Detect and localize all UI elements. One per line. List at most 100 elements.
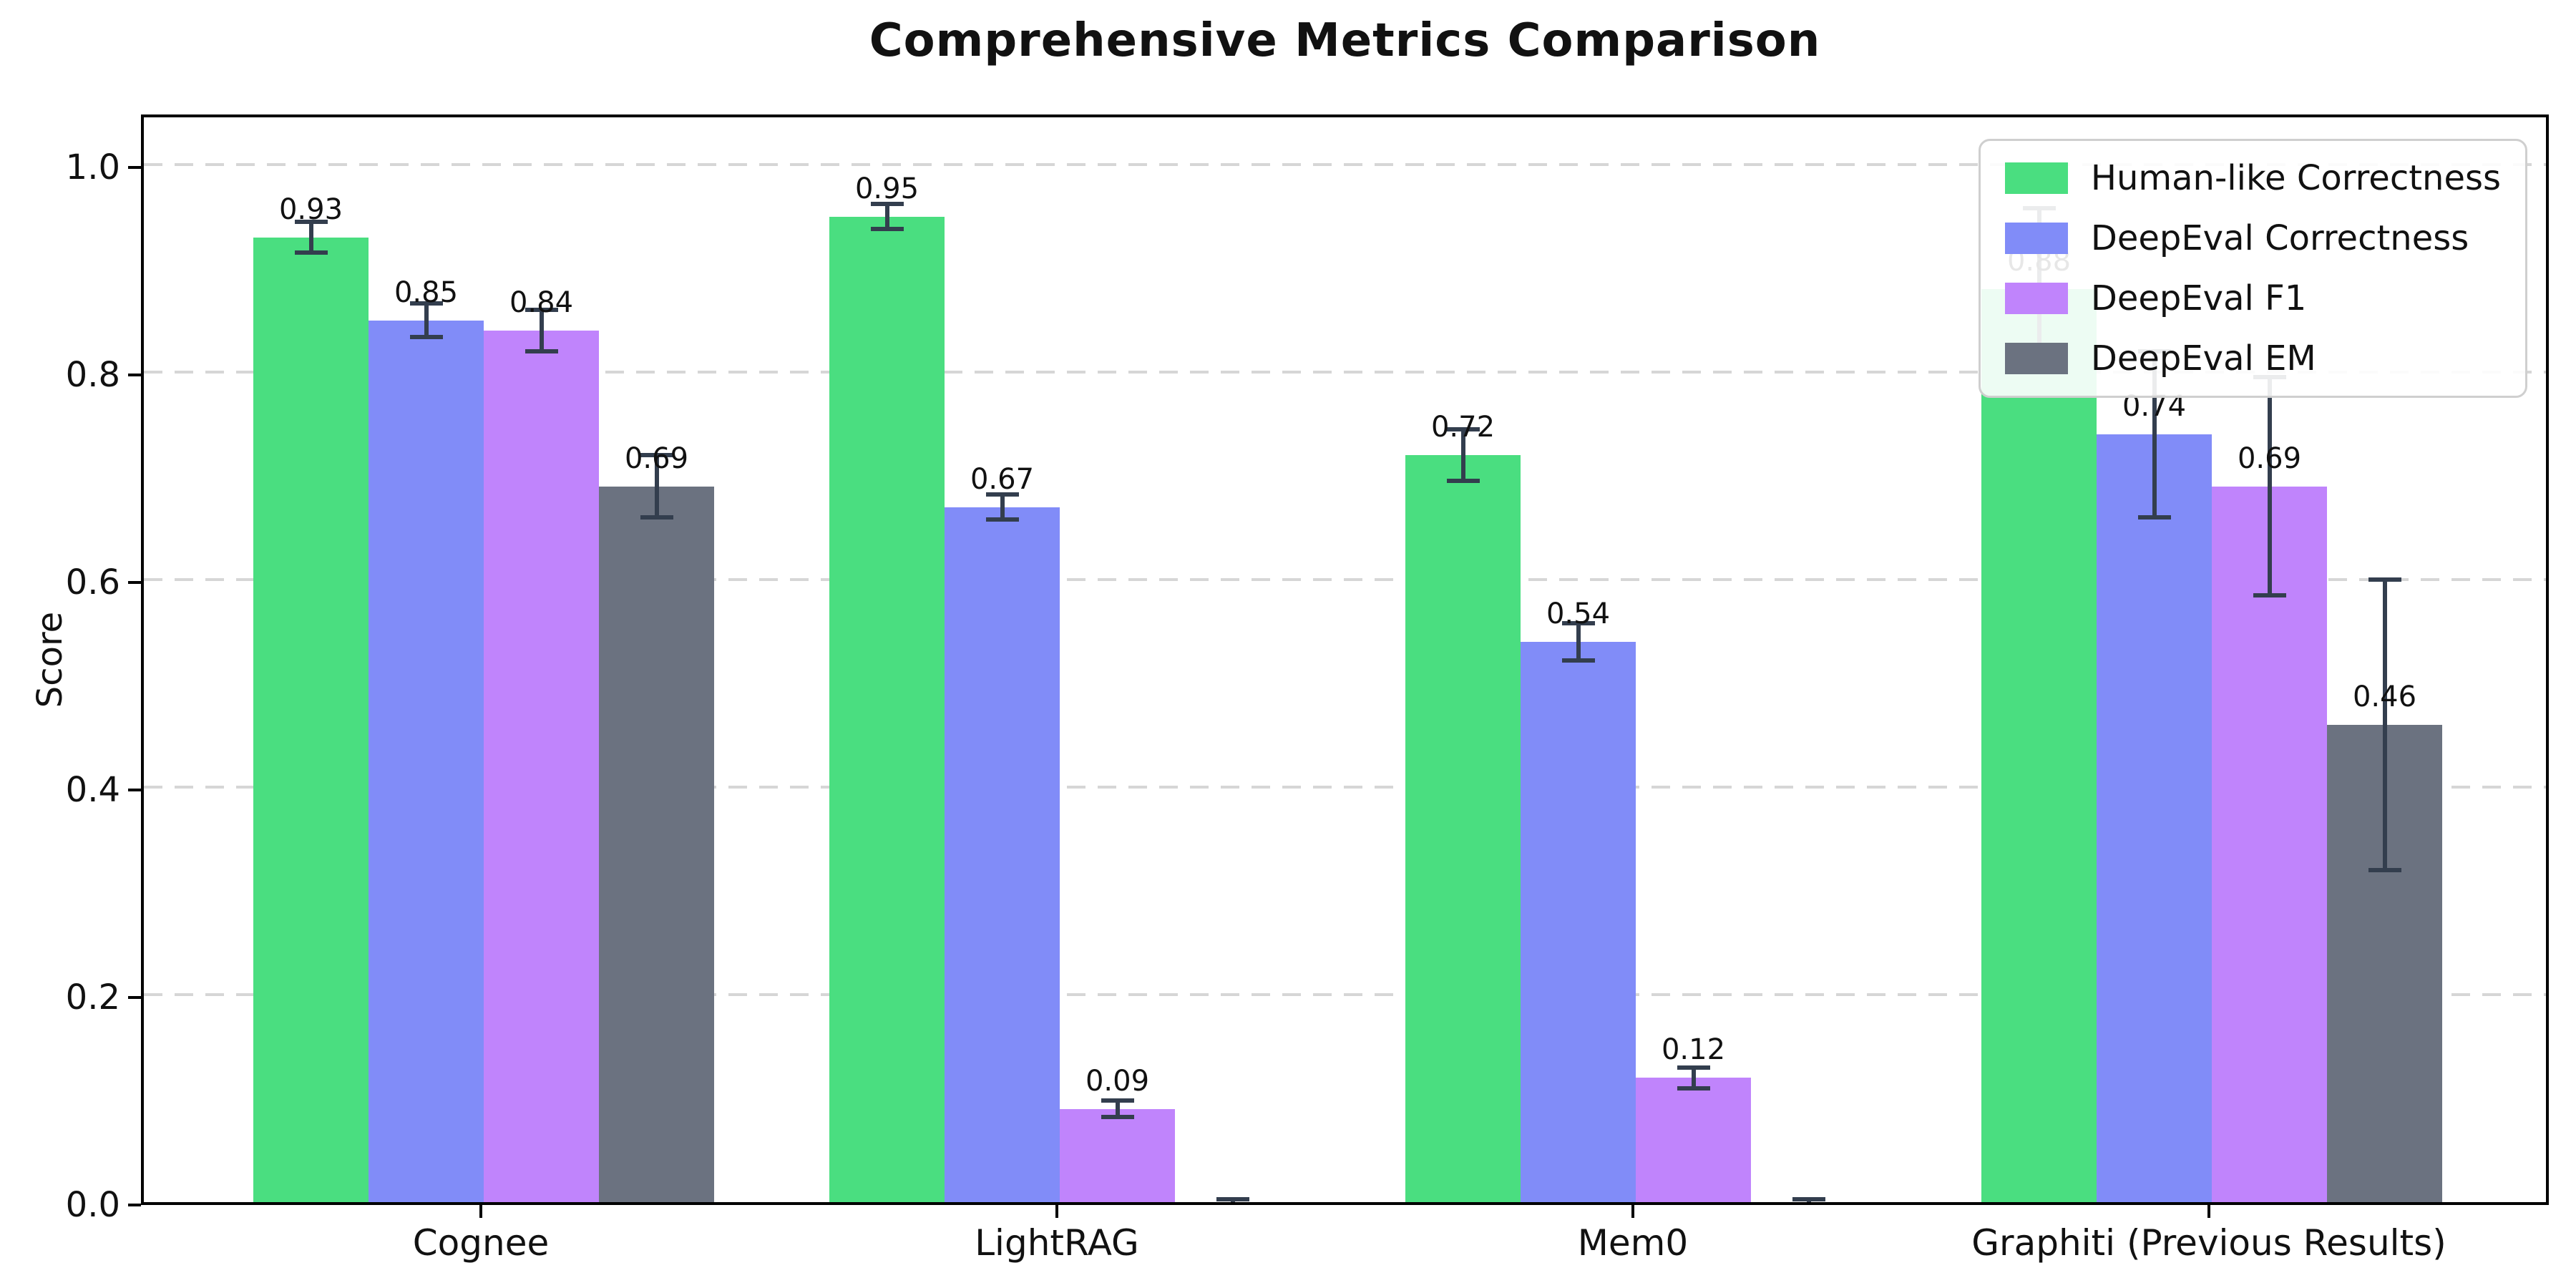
error-bar: [884, 204, 889, 229]
x-tick-mark: [1631, 1205, 1634, 1218]
y-tick-label: 0.0: [65, 1185, 120, 1225]
bar-value-label: 0.09: [1085, 1064, 1150, 1098]
x-tick-mark: [479, 1205, 482, 1218]
error-bar: [539, 310, 544, 351]
error-bar-cap: [1792, 1203, 1825, 1205]
error-bar-cap: [1677, 1065, 1710, 1070]
y-tick-label: 1.0: [65, 147, 120, 187]
error-bar-cap: [2253, 592, 2286, 597]
error-bar: [2267, 377, 2272, 595]
bar-deepeval-correctness: [369, 320, 484, 1202]
error-bar-cap: [294, 219, 328, 224]
error-bar-cap: [1561, 620, 1595, 625]
x-tick-label: Mem0: [1577, 1222, 1689, 1264]
error-bar-cap: [1792, 1196, 1825, 1201]
y-tick-mark: [128, 166, 141, 169]
error-bar: [424, 303, 429, 337]
error-bar-cap: [2368, 577, 2401, 582]
bar-value-label: 0.85: [394, 275, 459, 309]
error-bar-cap: [1101, 1098, 1134, 1103]
y-tick-mark: [128, 1204, 141, 1206]
error-bar-cap: [409, 301, 443, 306]
error-bar-cap: [409, 334, 443, 339]
bar-value-label: 0.46: [2352, 680, 2417, 713]
error-bar: [654, 455, 659, 517]
legend-swatch: [2004, 162, 2068, 194]
chart-title: Comprehensive Metrics Comparison: [869, 14, 1821, 67]
legend-label: DeepEval F1: [2090, 278, 2307, 318]
error-bar: [308, 221, 313, 253]
bar-human-like-correctness: [1405, 455, 1521, 1202]
bar-deepeval-f1: [484, 331, 599, 1202]
error-bar-cap: [2368, 868, 2401, 872]
bar-deepeval-correctness: [2097, 434, 2212, 1202]
legend-item: DeepEval EM: [2004, 338, 2501, 379]
bar-value-label: 0.69: [2237, 441, 2302, 475]
gridline: [144, 786, 2546, 789]
error-bar: [1460, 429, 1465, 482]
error-bar-cap: [525, 308, 558, 312]
error-bar-cap: [1101, 1115, 1134, 1120]
bar-value-label: 0.95: [854, 172, 919, 205]
bar-value-label: 0.67: [970, 462, 1035, 496]
error-bar: [1576, 623, 1581, 661]
error-bar: [1000, 494, 1005, 519]
legend-label: DeepEval Correctness: [2090, 218, 2469, 258]
bar-value-label: 0.12: [1661, 1033, 1726, 1066]
error-bar: [1115, 1100, 1120, 1118]
y-tick-label: 0.4: [65, 770, 120, 810]
bar-deepeval-f1: [2212, 486, 2327, 1202]
error-bar-cap: [1446, 479, 1480, 484]
y-tick-mark: [128, 996, 141, 999]
legend-swatch: [2004, 343, 2068, 374]
y-tick-mark: [128, 374, 141, 376]
bar-value-label: 0.93: [278, 192, 343, 226]
x-tick-label: Graphiti (Previous Results): [1971, 1222, 2446, 1264]
error-bar-cap: [985, 492, 1019, 497]
bar-value-label: 0.72: [1430, 411, 1496, 444]
legend-item: DeepEval F1: [2004, 278, 2501, 318]
x-tick-label: LightRAG: [975, 1222, 1139, 1264]
error-bar-cap: [640, 453, 673, 457]
legend-item: DeepEval Correctness: [2004, 218, 2501, 258]
y-tick-mark: [128, 789, 141, 791]
bar-deepeval-correctness: [1521, 642, 1636, 1202]
gridline: [144, 578, 2546, 581]
y-tick-mark: [128, 581, 141, 584]
legend: Human-like Correctness DeepEval Correctne…: [1978, 139, 2527, 398]
gridline: [144, 163, 2546, 166]
bar-human-like-correctness: [1981, 289, 2097, 1202]
y-tick-label: 0.2: [65, 977, 120, 1018]
error-bar-cap: [294, 250, 328, 255]
x-tick-label: Cognee: [412, 1222, 550, 1264]
legend-label: DeepEval EM: [2090, 338, 2316, 379]
error-bar-cap: [1216, 1203, 1249, 1205]
error-bar: [1691, 1067, 1696, 1088]
bar-deepeval-em: [599, 486, 714, 1202]
y-tick-label: 0.6: [65, 562, 120, 602]
error-bar-cap: [640, 515, 673, 519]
error-bar-cap: [1446, 426, 1480, 431]
x-tick-mark: [1055, 1205, 1058, 1218]
error-bar-cap: [1677, 1085, 1710, 1091]
gridline: [144, 993, 2546, 996]
bar-human-like-correctness: [829, 216, 945, 1202]
bar-deepeval-f1: [1060, 1108, 1175, 1202]
bar-value-label: 0.69: [624, 441, 689, 475]
x-tick-mark: [2207, 1205, 2210, 1218]
bar-deepeval-f1: [1636, 1078, 1751, 1202]
y-axis-label: Score: [30, 611, 70, 708]
legend-swatch: [2004, 283, 2068, 314]
error-bar-cap: [870, 226, 904, 231]
bar-deepeval-correctness: [945, 507, 1060, 1202]
legend-item: Human-like Correctness: [2004, 158, 2501, 198]
bar-value-label: 0.84: [509, 286, 574, 319]
error-bar: [2382, 580, 2387, 870]
error-bar: [2152, 351, 2157, 517]
error-bar-cap: [2137, 515, 2171, 519]
error-bar-cap: [870, 202, 904, 207]
error-bar-cap: [1216, 1196, 1249, 1201]
plot-area: 0.930.950.720.880.850.670.540.740.840.09…: [141, 114, 2549, 1205]
y-tick-label: 0.8: [65, 355, 120, 395]
